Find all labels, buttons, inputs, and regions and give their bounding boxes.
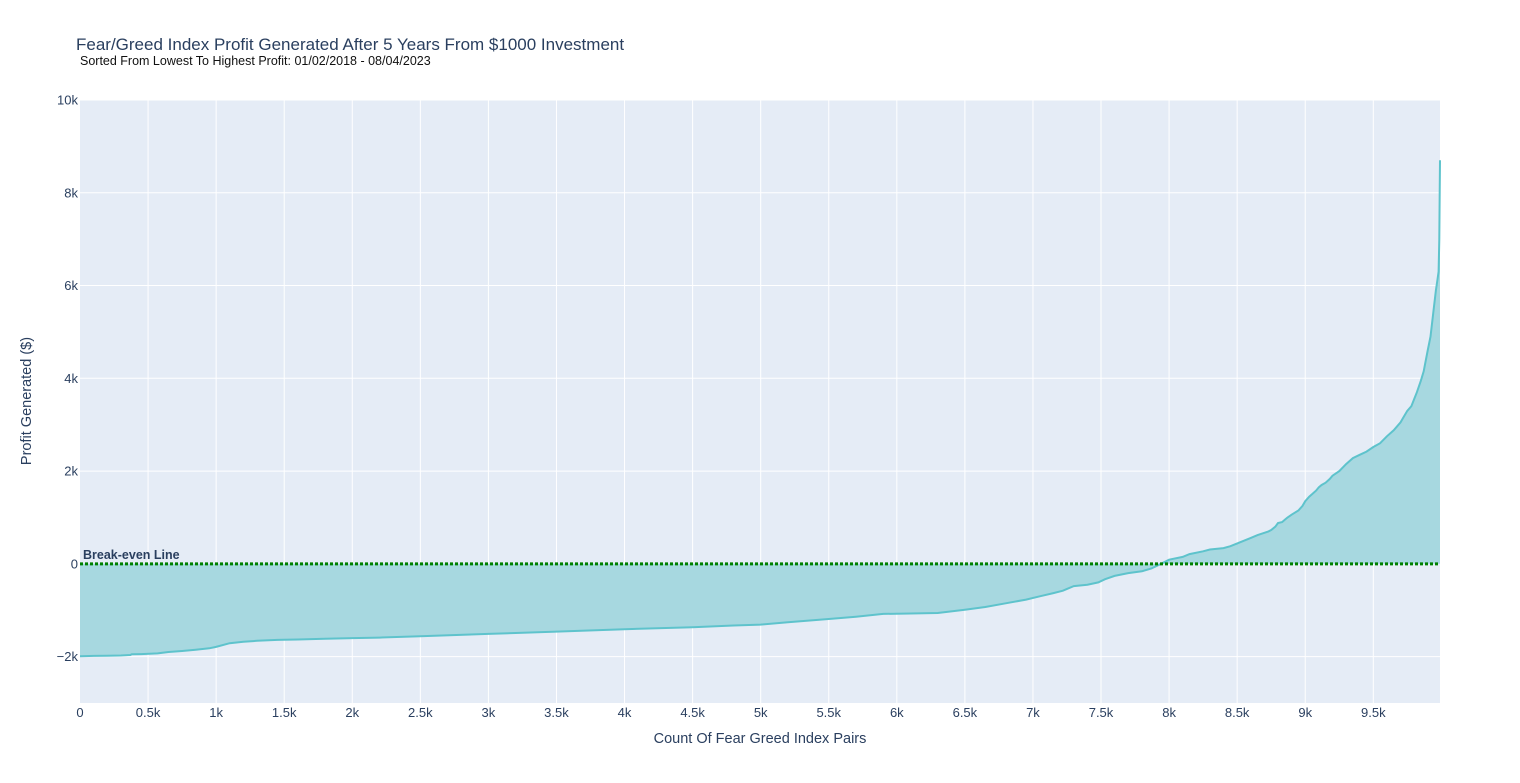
x-axis-ticks: 0 0.5k 1k 1.5k 2k 2.5k 3k 3.5k 4k 4.5k 5k 5.5k 6k 6.5… bbox=[76, 705, 1386, 720]
x-tick-label: 1k bbox=[209, 705, 223, 720]
x-tick-label: 3.5k bbox=[544, 705, 569, 720]
break-even-label: Break-even Line bbox=[83, 548, 180, 562]
x-tick-label: 6k bbox=[890, 705, 904, 720]
x-tick-label: 0.5k bbox=[136, 705, 161, 720]
x-tick-label: 4.5k bbox=[680, 705, 705, 720]
x-tick-label: 8.5k bbox=[1225, 705, 1250, 720]
x-tick-label: 5.5k bbox=[816, 705, 841, 720]
x-tick-label: 3k bbox=[482, 705, 496, 720]
profit-area-fill bbox=[80, 160, 1440, 657]
x-tick-label: 9k bbox=[1298, 705, 1312, 720]
x-tick-label: 4k bbox=[618, 705, 632, 720]
y-axis-title: Profit Generated ($) bbox=[19, 337, 35, 465]
x-tick-label: 5k bbox=[754, 705, 768, 720]
x-axis-title: Count Of Fear Greed Index Pairs bbox=[654, 731, 867, 747]
x-tick-label: 8k bbox=[1162, 705, 1176, 720]
x-tick-label: 9.5k bbox=[1361, 705, 1386, 720]
profit-line bbox=[79, 160, 1441, 658]
x-tick-label: 7k bbox=[1026, 705, 1040, 720]
y-tick-label: 2k bbox=[64, 464, 78, 479]
x-tick-label: 2k bbox=[345, 705, 359, 720]
y-tick-label: 6k bbox=[64, 278, 78, 293]
y-tick-label: 8k bbox=[64, 185, 78, 200]
y-tick-label: −2k bbox=[57, 649, 79, 664]
chart-subtitle: Sorted From Lowest To Highest Profit: 01… bbox=[80, 54, 431, 68]
x-tick-label: 1.5k bbox=[272, 705, 297, 720]
x-tick-label: 0 bbox=[76, 705, 83, 720]
chart-title: Fear/Greed Index Profit Generated After … bbox=[76, 35, 624, 54]
y-tick-label: 4k bbox=[64, 371, 78, 386]
x-tick-label: 2.5k bbox=[408, 705, 433, 720]
y-tick-label: 10k bbox=[57, 93, 78, 108]
x-tick-label: 6.5k bbox=[953, 705, 978, 720]
x-tick-label: 7.5k bbox=[1089, 705, 1114, 720]
y-axis-ticks: −2k 0 2k 4k 6k 8k 10k bbox=[57, 93, 79, 665]
y-tick-label: 0 bbox=[71, 556, 78, 571]
